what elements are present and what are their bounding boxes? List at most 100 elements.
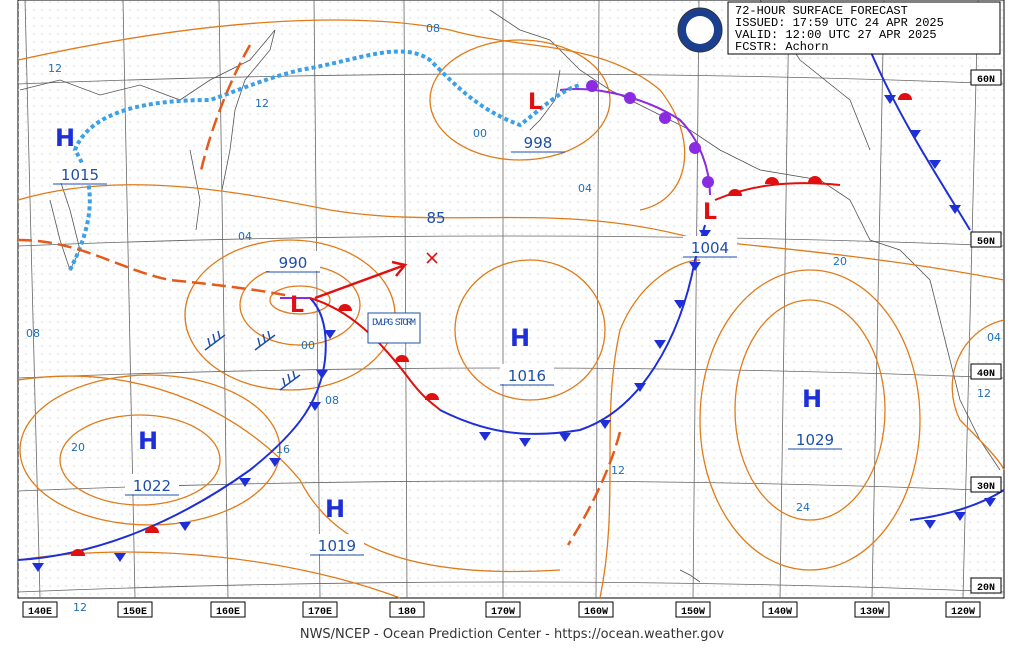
cold-front-triangle — [309, 402, 321, 411]
meridian — [403, 0, 408, 599]
noaa-logo-inner — [686, 16, 714, 44]
parallel — [17, 73, 1005, 85]
lon-label-box — [485, 601, 521, 618]
warm-front-semicircle — [765, 177, 779, 184]
isobar-label: 08 — [426, 22, 440, 35]
isobar-label: 12 — [255, 97, 269, 110]
forecast-position-marker — [426, 252, 438, 264]
isobar-label: 12 — [977, 387, 991, 400]
lon-label-box — [945, 601, 981, 618]
header-line: 72-HOUR SURFACE FORECAST — [735, 4, 908, 18]
center-pressure: 1015 — [61, 166, 99, 184]
center-symbol: H — [802, 385, 822, 413]
fronts — [17, 44, 1005, 561]
cold-front-triangle — [634, 383, 646, 392]
lon-label-box — [854, 601, 890, 618]
cold-front-triangle — [884, 95, 896, 104]
occluded-front-symbol — [659, 112, 671, 124]
pressure-label-box — [683, 236, 737, 256]
storm-label-box — [367, 312, 421, 344]
isobar-label: 16 — [276, 443, 290, 456]
cold-front-triangle — [269, 458, 281, 467]
meridian — [313, 0, 321, 599]
center-symbol: H — [55, 124, 75, 152]
isobar-label: 12 — [73, 601, 87, 614]
pressure-label-box — [500, 364, 554, 384]
lon-label-box — [302, 601, 338, 618]
cold-front-triangle — [984, 498, 996, 507]
header-box — [727, 1, 1001, 55]
center-pressure: 1019 — [318, 537, 356, 555]
isobar-label: 04 — [578, 182, 592, 195]
lon-label-box — [675, 601, 711, 618]
parallel — [17, 235, 1005, 247]
cold-front-triangle — [239, 478, 251, 487]
cold-front-triangle — [689, 262, 701, 271]
lat-label: 50N — [977, 237, 995, 248]
center-pressure: 990 — [279, 254, 308, 272]
meridian — [692, 0, 700, 599]
header-line: VALID: 12:00 UTC 27 APR 2025 — [735, 28, 937, 42]
center-pressure: 1004 — [691, 239, 729, 257]
cold-front-triangle — [559, 433, 571, 442]
warm-front-semicircle — [728, 189, 742, 196]
cold-front-triangle — [599, 420, 611, 429]
center-symbol: L — [703, 200, 717, 225]
center-pressure: 1016 — [508, 367, 546, 385]
lat-label: 40N — [977, 369, 995, 380]
warm-front-semicircle — [145, 526, 159, 533]
cold-front-triangle — [954, 512, 966, 521]
warm-front-semicircle — [71, 549, 85, 556]
meridian — [962, 0, 979, 599]
cold-front-triangle — [909, 130, 921, 139]
pressure-label-box — [511, 131, 565, 151]
lon-label: 140W — [768, 607, 792, 618]
cold-front-triangle — [674, 300, 686, 309]
lat-label: 30N — [977, 482, 995, 493]
lat-label-box — [970, 577, 1002, 594]
position-label: 85 — [426, 209, 445, 227]
meridian — [779, 0, 790, 599]
center-symbol: H — [138, 427, 158, 455]
lat-label-box — [970, 476, 1002, 493]
pressure-label-box — [788, 428, 842, 448]
parallel — [17, 581, 1005, 593]
center-symbol: H — [325, 495, 345, 523]
cold-front-triangle — [929, 160, 941, 169]
lon-label-box — [578, 601, 614, 618]
warm-front-semicircle — [425, 393, 439, 400]
warm-front-semicircle — [808, 176, 822, 183]
cold-front-triangle — [32, 563, 44, 572]
meridian — [24, 0, 41, 599]
occluded-front-symbol — [624, 92, 636, 104]
isobar-label: 04 — [238, 230, 252, 243]
cold-front-triangle — [654, 340, 666, 349]
warm-front-semicircle — [898, 93, 912, 100]
isobar-label: 24 — [796, 501, 810, 514]
cold-front-triangle — [179, 522, 191, 531]
lon-label: 180 — [398, 607, 416, 618]
lon-label-box — [117, 601, 153, 618]
lon-label-box — [22, 601, 58, 618]
warm-front-semicircle — [338, 304, 352, 311]
isobar-label: 04 — [987, 331, 1001, 344]
lon-label: 140E — [28, 607, 52, 618]
cold-front-triangle — [479, 432, 491, 441]
cold-front-triangle — [114, 553, 126, 562]
meridian — [122, 0, 136, 599]
occluded-front-symbol — [702, 176, 714, 188]
isobar-label: 08 — [325, 394, 339, 407]
front-symbols — [32, 80, 996, 572]
lon-label-box — [210, 601, 246, 618]
isobar-label: 12 — [48, 62, 62, 75]
header-line: FCSTR: Achorn — [735, 40, 829, 54]
lon-label: 150W — [681, 607, 705, 618]
center-pressure: 1029 — [796, 431, 834, 449]
center-symbol: L — [528, 90, 542, 115]
pressure-label-box — [266, 251, 320, 271]
lon-label: 160E — [216, 607, 240, 618]
cold-front-triangle — [924, 520, 936, 529]
center-pressure: 1022 — [133, 477, 171, 495]
cold-front-triangle — [316, 370, 328, 379]
